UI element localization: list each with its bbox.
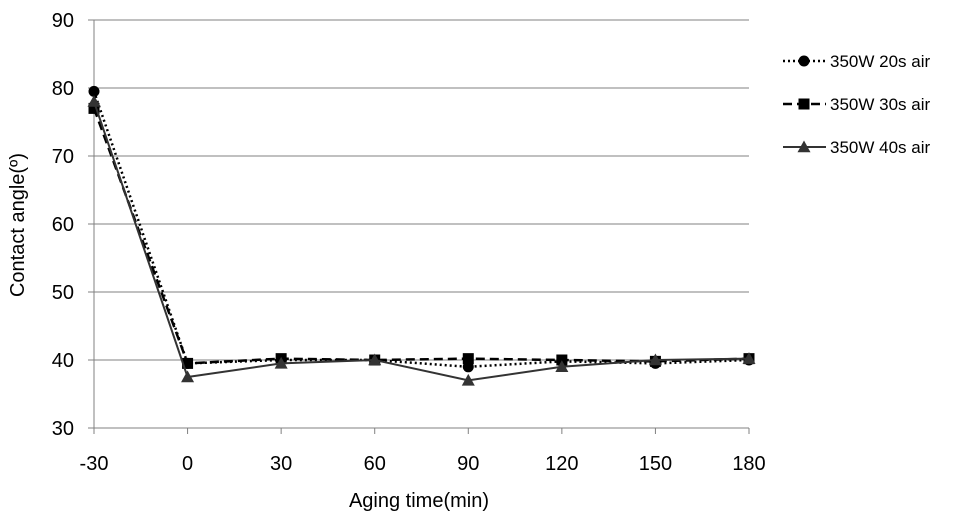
x-tick-label-180: 180 (732, 453, 765, 475)
series-3-point-120 (555, 360, 569, 372)
x-tick-label-0: 0 (182, 453, 193, 475)
series-2-line (92, 107, 750, 365)
series-2-point-0 (182, 357, 194, 369)
legend-item-1: 350W 20s air (783, 52, 930, 71)
y-tick-label-60: 60 (52, 214, 74, 236)
series-1-line (92, 90, 750, 369)
grid-layer (94, 19, 749, 361)
y-tick-label-90: 90 (52, 10, 74, 32)
series-1-point--30 (88, 85, 100, 97)
legend-item-2: 350W 30s air (783, 95, 930, 114)
y-axis-title: Contact angle(º) (7, 153, 29, 297)
series-2-point--30 (88, 102, 100, 114)
y-tick-label-80: 80 (52, 78, 74, 100)
series-2-point-90 (462, 353, 474, 365)
series-3-point-150 (648, 353, 662, 366)
series-3 (87, 95, 756, 386)
series-3-point-90 (461, 373, 475, 386)
legend-item-3: 350W 40s air (783, 138, 930, 157)
series-3-line (93, 101, 750, 382)
legend-swatch-marker-2 (798, 98, 810, 110)
series-2-point-120 (556, 354, 568, 366)
series-3-point-180 (742, 352, 756, 364)
y-tick-label-40: 40 (52, 350, 74, 372)
x-axis-title: Aging time(min) (349, 490, 489, 512)
x-tick-label-150: 150 (639, 453, 672, 475)
legend-label-2: 350W 30s air (830, 95, 930, 114)
x-tick-label-120: 120 (545, 453, 578, 475)
series-3-point--30 (87, 95, 101, 107)
series-1 (88, 85, 755, 373)
legend-swatch-marker-3 (797, 140, 811, 153)
series-2 (88, 102, 755, 369)
legend-label-1: 350W 20s air (830, 52, 930, 71)
y-tick-label-70: 70 (52, 146, 74, 168)
series-3-point-60 (368, 353, 382, 366)
x-tick-label--30: -30 (80, 453, 109, 475)
x-tick-label-30: 30 (270, 453, 292, 475)
axis-layer: 30 40 50 60 70 80 90 -30 0 30 60 90 120 150 180 (52, 10, 766, 475)
series-layer (87, 85, 756, 386)
series-3-point-30 (274, 356, 288, 369)
x-tick-label-60: 60 (364, 453, 386, 475)
legend-label-3: 350W 40s air (830, 138, 930, 157)
series-3-point-0 (181, 370, 195, 383)
y-tick-label-30: 30 (52, 418, 74, 440)
x-tick-label-90: 90 (457, 453, 479, 475)
legend-swatch-marker-1 (798, 55, 810, 67)
legend: 350W 20s air 350W 30s air 350W 40s air (783, 52, 930, 157)
y-tick-label-50: 50 (52, 282, 74, 304)
